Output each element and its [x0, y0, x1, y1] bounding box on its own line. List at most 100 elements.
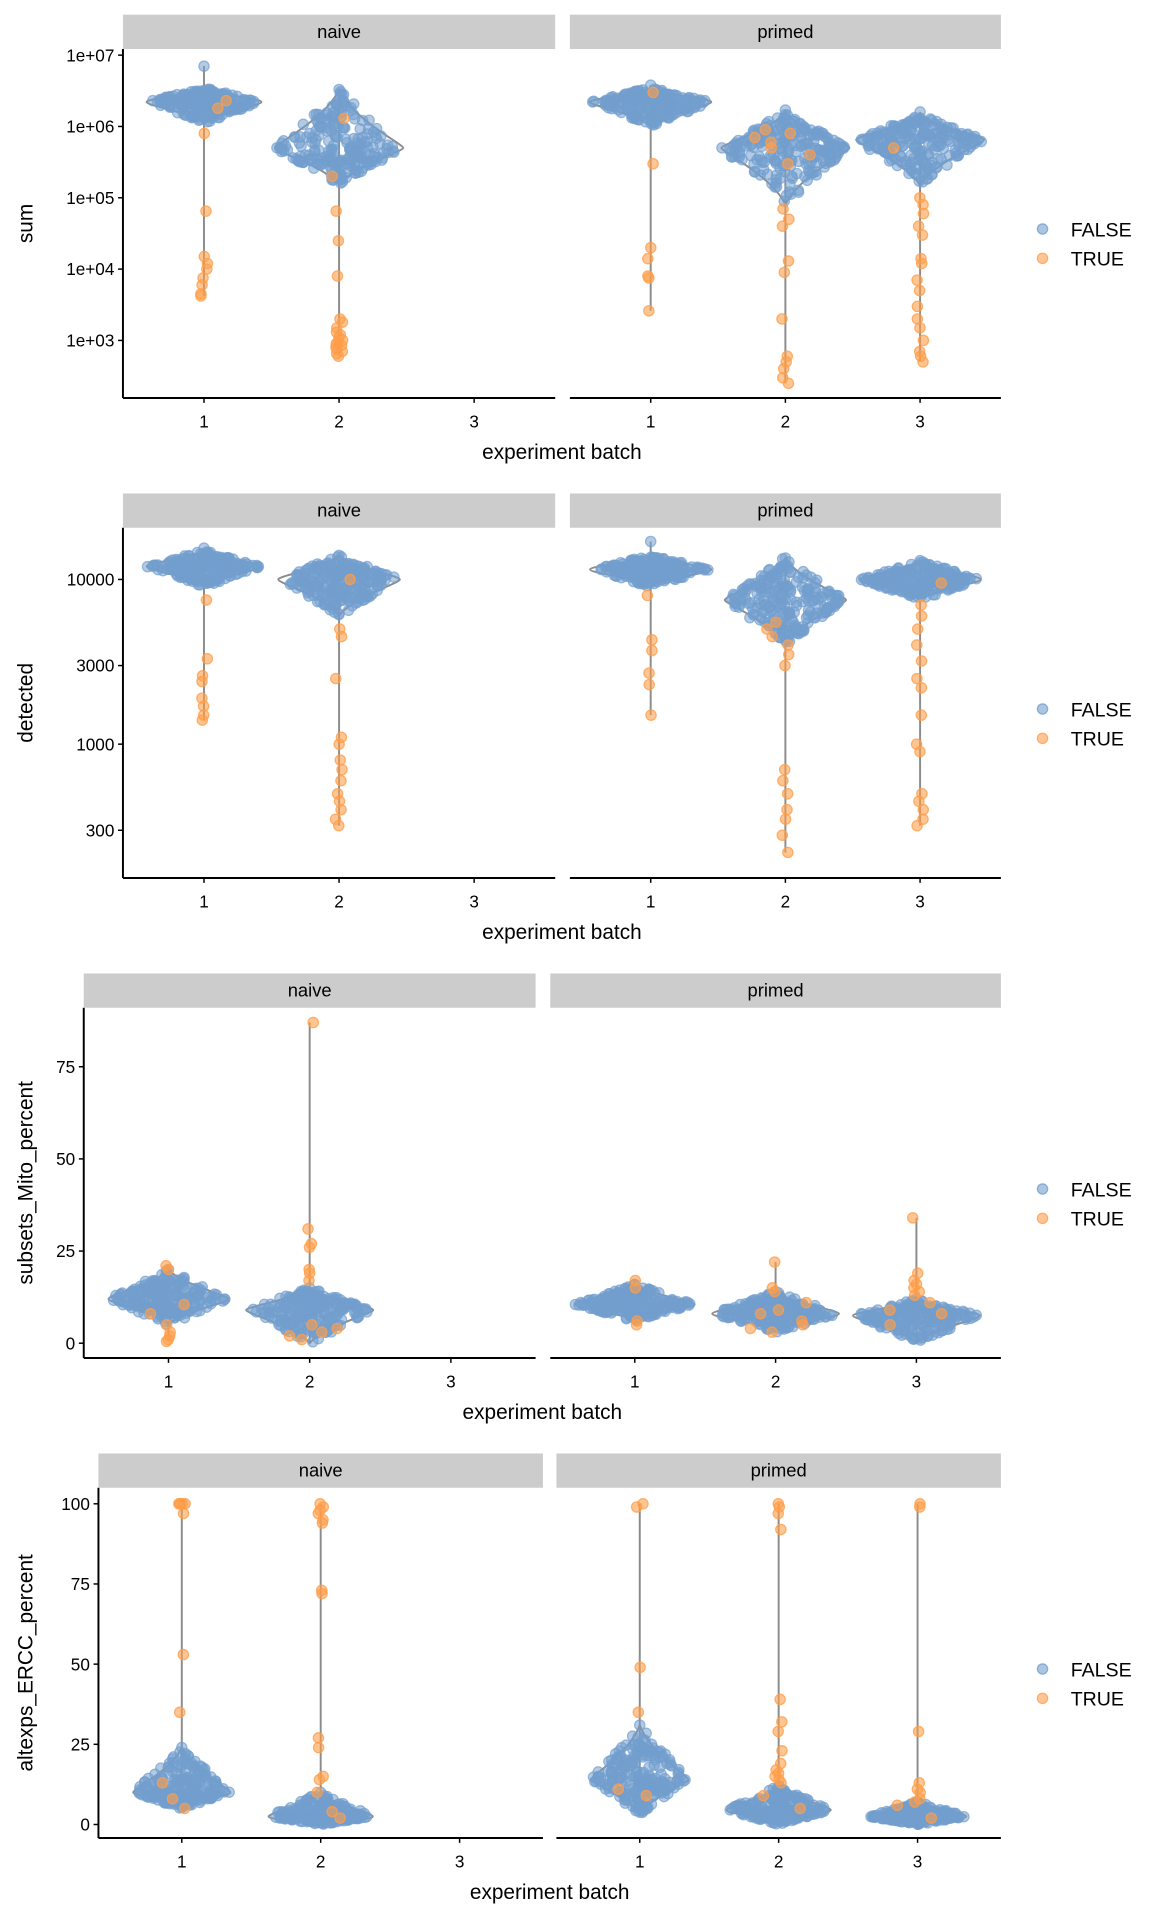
- point-true: [800, 1296, 813, 1309]
- point-false: [164, 1282, 177, 1295]
- point-false: [630, 113, 643, 125]
- point-true: [166, 1793, 179, 1805]
- point-false: [312, 1289, 324, 1301]
- point-true: [643, 667, 655, 679]
- point-false: [608, 1291, 620, 1303]
- x-tick-label: 1: [635, 1851, 645, 1871]
- point-true: [911, 819, 923, 832]
- point-true: [303, 1274, 315, 1287]
- violin-group-batch-3: [852, 1212, 983, 1346]
- point-false: [310, 108, 323, 121]
- point-false: [178, 90, 191, 102]
- x-tick-label: 1: [164, 1371, 174, 1391]
- point-true: [925, 1812, 938, 1824]
- point-false: [628, 93, 640, 106]
- point-false: [898, 1307, 911, 1320]
- y-tick-label: 0: [80, 1815, 90, 1835]
- point-true: [156, 1777, 169, 1789]
- legend-label-true: TRUE: [1071, 1209, 1124, 1231]
- point-false: [934, 131, 946, 144]
- point-false: [352, 166, 365, 179]
- x-tick-label: 3: [469, 891, 479, 911]
- point-false: [228, 100, 241, 113]
- point-false: [333, 569, 345, 582]
- x-tick-label: 3: [455, 1851, 465, 1871]
- point-true: [891, 1799, 904, 1812]
- point-false: [333, 83, 345, 96]
- violin-group-batch-2: [711, 1256, 840, 1338]
- point-true: [632, 1706, 645, 1719]
- point-true: [884, 1304, 896, 1316]
- point-false: [762, 574, 775, 586]
- point-false: [916, 145, 928, 157]
- point-true: [912, 1725, 925, 1738]
- point-false: [251, 561, 264, 574]
- point-false: [857, 133, 870, 145]
- point-false: [599, 1783, 612, 1795]
- y-axis-title: subsets_Mito_percent: [14, 1081, 37, 1285]
- point-false: [114, 1288, 127, 1301]
- y-tick-label: 10000: [67, 570, 115, 590]
- point-false: [888, 120, 900, 132]
- point-true: [915, 599, 927, 611]
- point-true: [757, 1789, 770, 1802]
- y-tick-label: 1e+07: [66, 45, 114, 65]
- point-false: [258, 1298, 271, 1311]
- point-true: [917, 803, 930, 816]
- point-true: [296, 1333, 308, 1346]
- point-false: [900, 155, 912, 168]
- point-false: [135, 1283, 147, 1295]
- point-true: [646, 644, 658, 657]
- point-true: [645, 241, 657, 254]
- legend-label-true: TRUE: [1071, 249, 1124, 271]
- violin-group-batch-2: [267, 1498, 374, 1830]
- point-true: [643, 678, 655, 691]
- point-false: [763, 601, 776, 614]
- point-true: [915, 610, 928, 622]
- point-false: [635, 1802, 647, 1815]
- point-true: [316, 1587, 328, 1600]
- point-true: [643, 305, 655, 317]
- point-false: [638, 577, 651, 590]
- point-false: [643, 1761, 655, 1773]
- point-false: [223, 552, 235, 564]
- point-true: [334, 1812, 346, 1824]
- point-false: [673, 1299, 685, 1312]
- point-false: [886, 584, 898, 596]
- point-true: [781, 803, 793, 816]
- point-false: [639, 1300, 652, 1313]
- point-false: [770, 173, 783, 186]
- point-false: [783, 186, 796, 198]
- point-false: [161, 563, 174, 576]
- point-true: [333, 738, 345, 750]
- point-true: [768, 1256, 781, 1268]
- point-true: [311, 1786, 323, 1799]
- point-false: [302, 1812, 314, 1825]
- point-false: [328, 606, 341, 619]
- point-true: [332, 234, 345, 247]
- point-false: [822, 603, 834, 615]
- point-false: [330, 1293, 343, 1306]
- y-tick-label: 1000: [76, 734, 114, 754]
- point-true: [335, 630, 348, 643]
- x-tick-label: 1: [199, 411, 209, 431]
- facet-strip-label: naive: [288, 980, 332, 1001]
- point-false: [286, 1300, 298, 1312]
- point-false: [189, 103, 202, 116]
- point-true: [629, 1282, 642, 1294]
- point-false: [189, 564, 201, 576]
- facet-strip-label: naive: [317, 21, 361, 42]
- point-false: [802, 582, 814, 595]
- point-true: [220, 94, 232, 107]
- point-true: [913, 284, 926, 297]
- point-true: [312, 1732, 325, 1744]
- point-false: [247, 1303, 260, 1316]
- point-false: [918, 586, 931, 598]
- x-tick-label: 1: [630, 1371, 640, 1391]
- x-tick-label: 2: [334, 891, 344, 911]
- point-true: [779, 659, 791, 672]
- point-false: [155, 1291, 168, 1303]
- point-false: [207, 86, 220, 98]
